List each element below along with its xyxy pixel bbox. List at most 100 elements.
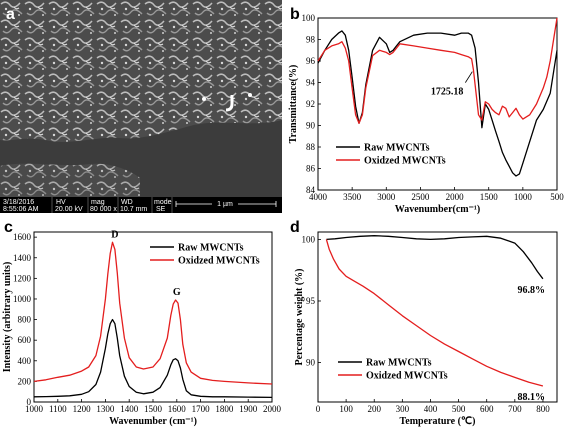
x-tick-label: 800 (536, 404, 550, 414)
legend-entry: Oxidzed MWCNTs (366, 371, 448, 382)
x-tick-label: 1900 (239, 404, 258, 414)
x-tick-label: 2000 (263, 404, 282, 414)
y-tick-label: 200 (18, 376, 32, 386)
x-tick-label: 700 (508, 404, 522, 414)
y-axis-label: Intensity (arbitrary units) (2, 262, 13, 373)
x-tick-label: 1100 (49, 404, 67, 414)
x-axis-label: Temperature (℃) (400, 416, 476, 427)
x-tick-label: 400 (424, 404, 438, 414)
x-tick-label: 300 (396, 404, 410, 414)
sem-mode-value: SE (156, 206, 166, 213)
raman-chart: 1000 1100 1200 1300 1400 1500 1600 1700 1800 1900… (2, 229, 282, 427)
y-tick-label: 800 (18, 315, 32, 325)
y-tick-label: 88 (306, 142, 316, 152)
peak-label: G (173, 287, 181, 298)
x-tick-label: 4000 (309, 192, 328, 202)
x-tick-label: 1000 (514, 192, 533, 202)
x-tick-label: 1400 (120, 404, 139, 414)
sem-nanotube-mat (0, 0, 282, 142)
y-tick-label: 1200 (13, 273, 32, 283)
y-tick-label: 90 (306, 121, 316, 131)
sem-wd-header: WD (121, 199, 133, 206)
sem-scale-label: 1 µm (217, 201, 233, 208)
legend-entry: Raw MWCNTs (178, 243, 244, 254)
x-tick-label: 1700 (192, 404, 211, 414)
x-axis-label: Wavenumber (cm⁻¹) (109, 416, 197, 427)
x-tick-label: 1300 (96, 404, 115, 414)
sem-mag-value: 80 000 x (90, 206, 117, 213)
y-tick-label: 400 (18, 356, 32, 366)
x-tick-label: 1600 (168, 404, 187, 414)
end-value-label: 88.1% (517, 392, 545, 403)
panel-letter-d: d (290, 219, 300, 236)
x-tick-label: 0 (316, 404, 321, 414)
panel-letter-a: a (6, 6, 15, 23)
y-tick-label: 1400 (13, 253, 32, 263)
x-tick-label: 100 (339, 404, 353, 414)
oxidized-mwcnts-series-line (325, 239, 544, 387)
legend-entry: Raw MWCNTs (364, 143, 430, 154)
x-tick-label: 3500 (343, 192, 362, 202)
y-tick-label: 84 (306, 185, 316, 195)
x-tick-label: 1200 (73, 404, 92, 414)
y-tick-label: 100 (302, 13, 316, 23)
oxidized-mwcnts-series-line (317, 17, 558, 124)
plot-frame (317, 231, 558, 403)
sem-time: 8:55:06 AM (3, 206, 39, 213)
x-axis-label: Wavenumber(cm⁻¹) (395, 204, 480, 215)
y-axis-label: Percentage weight (%) (294, 268, 305, 365)
peak-label: D (111, 229, 118, 240)
y-tick-label: 98 (306, 35, 316, 45)
x-tick-label: 1800 (215, 404, 234, 414)
annotation-arrow (465, 71, 473, 83)
x-tick-label: 1500 (480, 192, 499, 202)
x-tick-label: 200 (367, 404, 381, 414)
tga-chart: 0 100 200 300 400 500 600 700 800 90 95 100 Temperat… (294, 231, 558, 427)
legend-entry: Oxidzed MWCNTs (178, 256, 260, 267)
y-tick-label: 90 (306, 358, 316, 368)
sem-nanotube-bottom (0, 163, 140, 197)
sem-mode-header: mode (154, 199, 172, 206)
sem-charged-tube (225, 95, 234, 112)
sem-panel: a 3/18/2016 8:55:06 AM HV 20.00 kV mag 8… (0, 0, 282, 213)
legend-entry: Oxidzed MWCNTs (364, 156, 446, 167)
y-tick-label: 95 (306, 296, 316, 306)
y-tick-label: 1000 (13, 294, 32, 304)
x-tick-label: 2000 (446, 192, 465, 202)
sem-info-bar (0, 197, 282, 213)
sem-bright-particle (248, 93, 252, 97)
peak-annotation: 1725.18 (431, 87, 464, 98)
x-tick-label: 1500 (144, 404, 163, 414)
y-tick-label: 1600 (13, 232, 32, 242)
x-tick-label: 2500 (411, 192, 430, 202)
y-tick-label: 92 (306, 99, 315, 109)
x-tick-label: 500 (452, 404, 466, 414)
y-tick-label: 100 (302, 234, 316, 244)
sem-wd-value: 10.7 mm (120, 206, 147, 213)
y-tick-label: 96 (306, 56, 316, 66)
x-tick-label: 3000 (377, 192, 396, 202)
y-tick-label: 94 (306, 78, 316, 88)
y-tick-label: 600 (18, 335, 32, 345)
x-tick-label: 500 (550, 192, 564, 202)
x-tick-label: 1000 (25, 404, 44, 414)
y-tick-label: 0 (27, 397, 32, 407)
raw-mwcnts-series-line (317, 30, 558, 177)
sem-hv-header: HV (56, 199, 66, 206)
raw-mwcnts-series-line (33, 318, 273, 399)
panel-letter-b: b (290, 6, 300, 23)
y-axis-label: Transmittance(%) (288, 65, 299, 144)
x-tick-label: 600 (480, 404, 494, 414)
sem-mag-header: mag (91, 199, 105, 206)
sem-date: 3/18/2016 (3, 199, 34, 206)
y-tick-label: 86 (306, 164, 316, 174)
end-value-label: 96.8% (517, 285, 545, 296)
legend-entry: Raw MWCNTs (366, 358, 432, 369)
sem-hv-value: 20.00 kV (55, 206, 83, 213)
raw-mwcnts-series-line (326, 235, 544, 280)
panel-letter-c: c (4, 219, 13, 236)
ftir-chart: 4000 3500 3000 2500 2000 1500 1000 500 84 86 88 90 9… (288, 13, 564, 215)
sem-bright-particle (202, 97, 206, 101)
oxidized-mwcnts-series-line (33, 241, 273, 385)
